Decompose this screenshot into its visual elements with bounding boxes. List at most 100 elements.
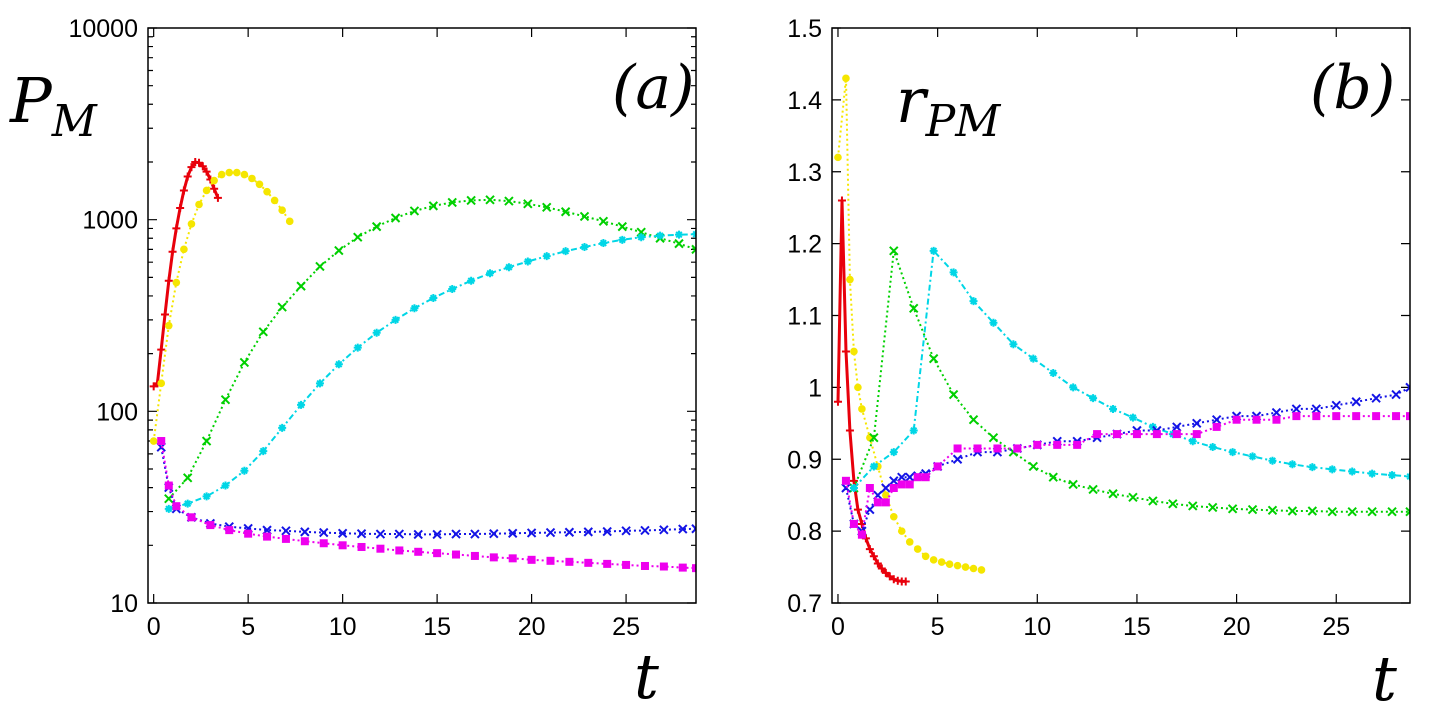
panel-a-series-1	[149, 168, 294, 445]
panel-a-series-5-point	[164, 481, 173, 490]
panel-a-series-0-line	[152, 160, 220, 388]
panel-a-series-1-point	[278, 206, 286, 215]
panel-a-series-4-point	[659, 525, 669, 535]
panel-b-series-4-point	[1211, 415, 1222, 425]
panel-a-series-5-point	[692, 564, 696, 573]
panel-a-series-1-point	[210, 176, 218, 185]
panel-a-series-1-point	[172, 278, 181, 287]
panel-a-series-5-point	[414, 547, 423, 556]
panel-a-series-2-point	[579, 211, 590, 222]
panel-b-series-2-point	[1405, 507, 1410, 517]
panel-a-series-3-point	[240, 466, 249, 475]
panel-b-series-1-point	[937, 558, 946, 566]
panel-a-series-4-point	[337, 528, 348, 539]
panel-a-series-2-point	[182, 473, 193, 483]
panel-b-series-2-line	[852, 250, 1410, 513]
panel-b-series-2-point	[928, 353, 939, 364]
panel-b-series-3-point	[1348, 467, 1357, 476]
panel-a-series-3-point	[353, 343, 362, 352]
panel-b-series-4-point	[952, 454, 963, 464]
panel-a-series-2-point	[334, 245, 344, 256]
panel-b-series-2-point	[1347, 507, 1357, 517]
panel-b-series-5-line	[845, 415, 1410, 538]
panel-a-series-2-point	[239, 357, 250, 368]
panel-a-series-0-point	[164, 276, 173, 285]
panel-b-series-3-point	[1208, 443, 1217, 452]
panel-a-series-3-point	[164, 504, 173, 513]
panel-a-series-4-point	[375, 529, 386, 539]
panel-b-y-tick-label: 1.2	[787, 231, 822, 259]
panel-a-series-2-point	[296, 281, 306, 291]
panel-b-series-4-point	[1405, 382, 1410, 393]
panel-b-series-4-point	[1172, 422, 1182, 432]
panel-b-series-5-point	[841, 476, 850, 485]
panel-b-x-tick-label: 15	[1123, 613, 1151, 641]
panel-a-series-2-point	[542, 202, 552, 213]
panel-a-x-tick-label: 10	[329, 613, 357, 641]
panel-a-series-4-point	[319, 527, 329, 538]
panel-a-series-3-point	[297, 400, 306, 409]
panel-a-series-5-point	[172, 502, 181, 511]
panel-a-series-5-point	[678, 563, 687, 572]
panel-b-series-5-point	[993, 444, 1002, 453]
panel-a-series-2-point	[371, 221, 382, 232]
panel-b-series-3-point	[989, 318, 998, 327]
panel-a-series-3-point	[486, 269, 495, 278]
panel-a-series-2-point	[691, 244, 696, 255]
panel-b-series-4-point	[1271, 407, 1282, 418]
panel-b-series-4-point	[897, 472, 907, 482]
panel-a-series-3-point	[542, 252, 551, 261]
panel-b-series-1-point	[945, 560, 954, 568]
panel-b-series-3-point	[969, 297, 978, 306]
panel-b-series-5-point	[1352, 412, 1361, 421]
panel-a-series-5-point	[603, 559, 612, 568]
panel-b-series-4-point	[881, 483, 891, 493]
panel-a-series-2-point	[674, 238, 684, 249]
panel-a-x-tick-label: 5	[241, 613, 255, 641]
panel-a-series-5	[157, 437, 696, 573]
panel-a-series-2-point	[353, 232, 363, 242]
panel-a-series-4-point	[432, 529, 442, 540]
panel-a-plot-frame	[147, 27, 697, 604]
panel-a-series-1-point	[240, 170, 249, 179]
panel-a-series-4-point	[545, 527, 556, 538]
panel-b-series-1-point	[953, 561, 962, 570]
panel-a-series-3-line	[168, 233, 696, 510]
panel-b-ticks: 0 5 10 15 20 25 0.7 0.8 0.9 1 1.1 1.2 1.3 1.4 1.5	[787, 15, 1410, 641]
panel-b-series-1-point	[921, 552, 930, 561]
panel-b-series-5	[841, 412, 1410, 539]
panel-a-series-4-point	[691, 524, 696, 534]
panel-b-series-5-point	[1152, 430, 1161, 439]
panel-a-series-3-point	[391, 315, 400, 324]
panel-b-series-2-point	[1108, 489, 1118, 499]
panel-a-series-0-point	[183, 172, 192, 181]
panel-a-series-1-point	[157, 379, 166, 388]
panel-b-series-0-point	[889, 575, 898, 584]
panel-a-series-3-point	[429, 294, 438, 303]
panel-a-x-tick-label: 25	[612, 613, 640, 641]
panel-b-series-5-point	[921, 473, 930, 482]
panel-a-series-1-point	[263, 187, 271, 196]
panel-a-series-3-point	[183, 499, 192, 508]
panel-b-label: (b)	[1310, 53, 1395, 123]
panel-b-series-5-point	[889, 484, 898, 492]
panel-b-series-3-point	[1288, 460, 1297, 469]
panel-b-series-3-point	[1049, 369, 1058, 377]
panel-b-series-5-point	[1232, 415, 1241, 424]
panel-a-series-1-point	[217, 170, 226, 179]
panel-b-series-5-point	[881, 498, 890, 507]
panel-a-series-5-point	[376, 544, 385, 553]
panel-a-series-5-point	[281, 534, 290, 543]
panel-a-series-5-point	[508, 554, 517, 563]
panel-b-series-0-point	[837, 196, 846, 205]
panel-a-series-3-point	[504, 263, 513, 272]
panel-b-series-5-point	[849, 519, 858, 528]
panel-a-series-5-line	[160, 440, 696, 570]
panel-b-series-1-point	[858, 405, 866, 413]
panel-a-series-5-point	[206, 521, 215, 530]
panel-a-series-2-point	[617, 221, 628, 232]
panel-b-series-3-point	[1248, 452, 1257, 461]
panel-b-x-tick-label: 5	[931, 613, 945, 641]
panel-a-xlabel: t	[634, 640, 659, 711]
panel-b-series-5-point	[1053, 440, 1062, 449]
